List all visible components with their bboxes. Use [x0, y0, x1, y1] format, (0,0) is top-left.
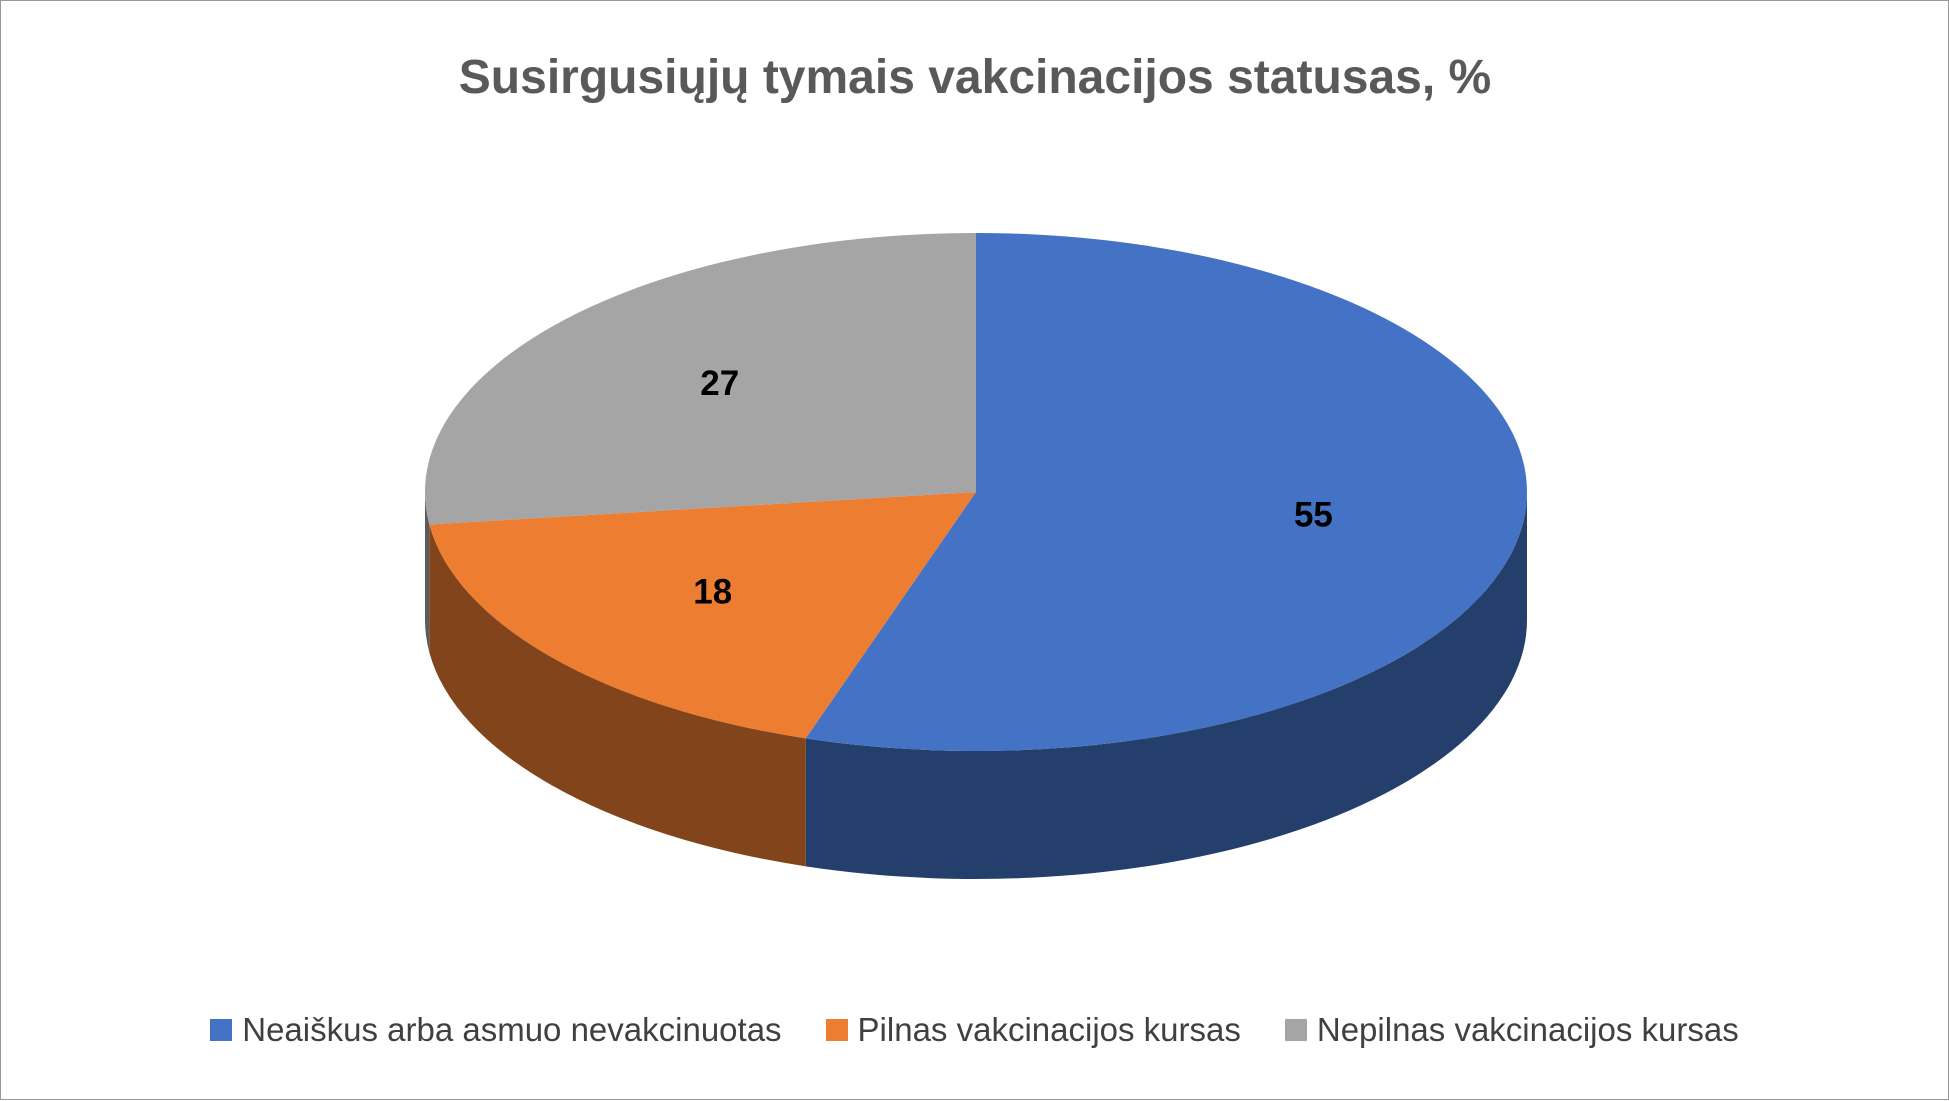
- legend-swatch: [210, 1019, 233, 1041]
- legend-item: Pilnas vakcinacijos kursas: [825, 1011, 1241, 1049]
- legend: Neaiškus arba asmuo nevakcinuotas Pilnas …: [1, 1011, 1948, 1049]
- data-label: 27: [700, 364, 739, 403]
- legend-label: Neaiškus arba asmuo nevakcinuotas: [242, 1011, 782, 1048]
- pie-slice: [425, 233, 977, 525]
- legend-swatch: [825, 1019, 848, 1041]
- legend-item: Nepilnas vakcinacijos kursas: [1284, 1011, 1739, 1049]
- pie-slice: [805, 233, 1528, 752]
- data-label: 55: [1294, 495, 1333, 534]
- legend-item: Neaiškus arba asmuo nevakcinuotas: [210, 1011, 782, 1049]
- legend-label: Nepilnas vakcinacijos kursas: [1316, 1011, 1739, 1048]
- legend-swatch: [1284, 1019, 1307, 1041]
- pie-slice: [429, 492, 976, 739]
- pie-slice-side: [805, 492, 1527, 879]
- chart-title: Susirgusiųjų tymais vakcinacijos statusa…: [459, 51, 1491, 104]
- data-label: 18: [693, 573, 732, 612]
- pie-slice-side: [425, 492, 430, 653]
- pie-slice-side: [429, 524, 806, 867]
- legend-label: Pilnas vakcinacijos kursas: [857, 1011, 1241, 1048]
